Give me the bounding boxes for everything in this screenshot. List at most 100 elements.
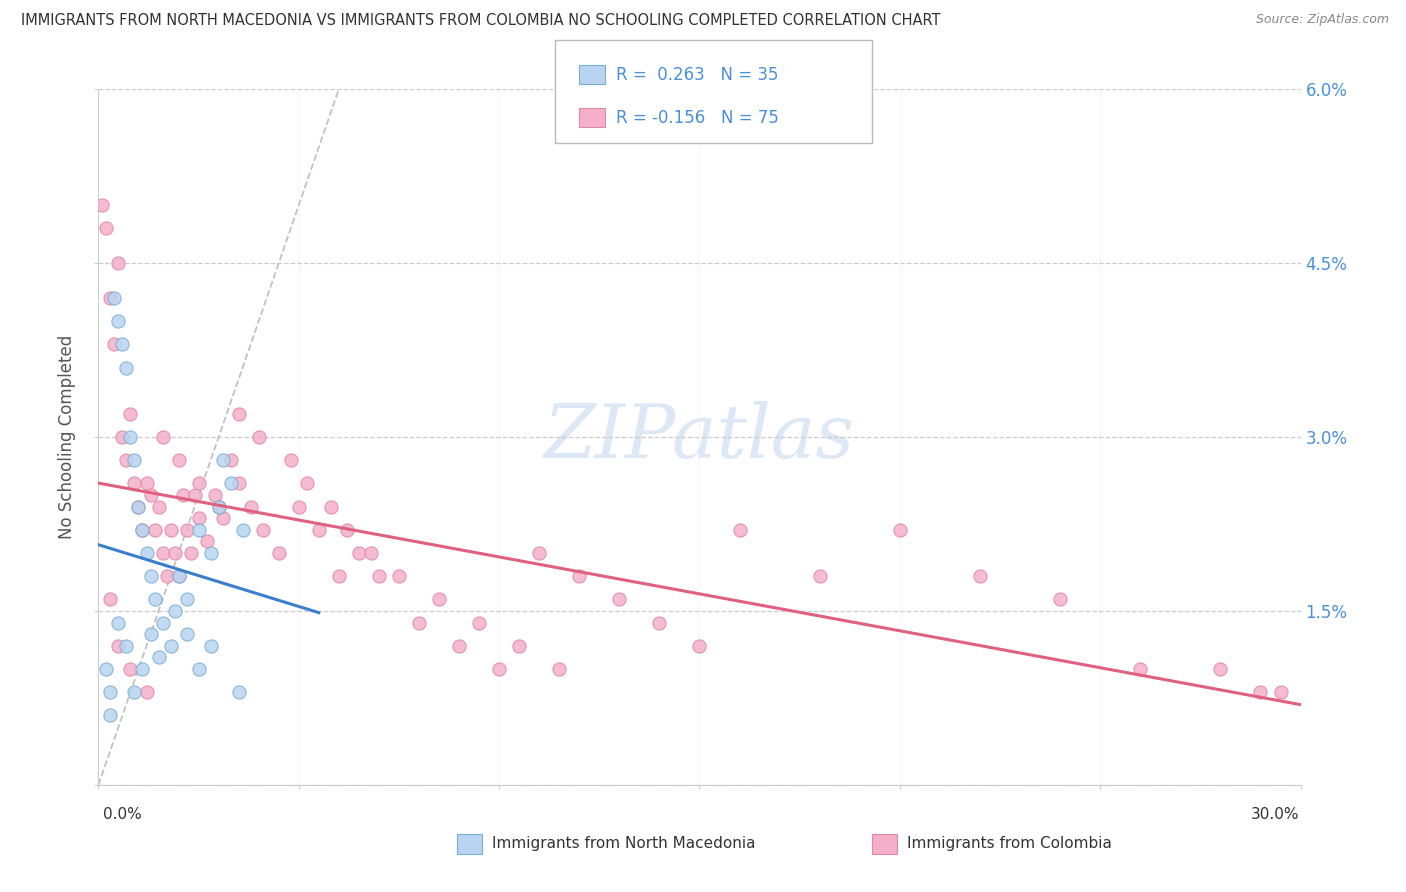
Point	[328, 569, 350, 583]
Point	[107, 615, 129, 630]
Point	[107, 314, 129, 328]
Text: Source: ZipAtlas.com: Source: ZipAtlas.com	[1256, 13, 1389, 27]
Point	[228, 685, 250, 699]
Point	[308, 523, 330, 537]
Point	[427, 592, 450, 607]
Point	[360, 546, 382, 560]
Point	[889, 523, 911, 537]
Point	[728, 523, 751, 537]
Point	[388, 569, 411, 583]
Point	[187, 523, 209, 537]
Point	[208, 500, 231, 514]
Point	[172, 488, 194, 502]
Point	[347, 546, 370, 560]
Point	[488, 662, 510, 676]
Point	[689, 639, 711, 653]
Point	[124, 685, 146, 699]
Point	[167, 453, 190, 467]
Text: ZIPatlas: ZIPatlas	[544, 401, 855, 474]
Text: Immigrants from Colombia: Immigrants from Colombia	[907, 837, 1112, 851]
Point	[211, 453, 233, 467]
Point	[200, 546, 222, 560]
Point	[148, 500, 170, 514]
Point	[103, 291, 125, 305]
Point	[1049, 592, 1071, 607]
Point	[319, 500, 342, 514]
Point	[120, 407, 142, 421]
Point	[187, 662, 209, 676]
Point	[159, 639, 181, 653]
Point	[96, 662, 118, 676]
Point	[143, 592, 166, 607]
Point	[115, 453, 138, 467]
Point	[368, 569, 391, 583]
Point	[103, 337, 125, 351]
Point	[200, 639, 222, 653]
Point	[336, 523, 359, 537]
Point	[115, 639, 138, 653]
Point	[609, 592, 631, 607]
Point	[96, 221, 118, 235]
Point	[131, 523, 153, 537]
Point	[228, 407, 250, 421]
Point	[187, 511, 209, 525]
Point	[1270, 685, 1292, 699]
Point	[969, 569, 991, 583]
Point	[135, 685, 157, 699]
Point	[107, 256, 129, 270]
Point	[447, 639, 470, 653]
Point	[508, 639, 530, 653]
Point	[408, 615, 430, 630]
Point	[131, 523, 153, 537]
Point	[252, 523, 274, 537]
Point	[280, 453, 302, 467]
Point	[100, 685, 122, 699]
Point	[152, 430, 174, 444]
Point	[808, 569, 831, 583]
Point	[152, 615, 174, 630]
Point	[176, 627, 198, 641]
Point	[211, 511, 233, 525]
Point	[107, 639, 129, 653]
Text: R =  0.263   N = 35: R = 0.263 N = 35	[616, 66, 779, 84]
Point	[139, 488, 162, 502]
Point	[139, 569, 162, 583]
Point	[131, 662, 153, 676]
Point	[135, 476, 157, 491]
Text: Immigrants from North Macedonia: Immigrants from North Macedonia	[492, 837, 755, 851]
Point	[267, 546, 290, 560]
Point	[163, 546, 186, 560]
Point	[1209, 662, 1232, 676]
Y-axis label: No Schooling Completed: No Schooling Completed	[58, 335, 76, 539]
Point	[124, 453, 146, 467]
Point	[159, 523, 181, 537]
Point	[100, 592, 122, 607]
Point	[468, 615, 491, 630]
Point	[152, 546, 174, 560]
Point	[120, 662, 142, 676]
Point	[115, 360, 138, 375]
Point	[167, 569, 190, 583]
Point	[91, 198, 114, 212]
Point	[155, 569, 177, 583]
Point	[295, 476, 318, 491]
Point	[228, 476, 250, 491]
Point	[148, 650, 170, 665]
Point	[232, 523, 254, 537]
Point	[100, 291, 122, 305]
Point	[187, 476, 209, 491]
Point	[183, 488, 205, 502]
Point	[139, 627, 162, 641]
Point	[204, 488, 226, 502]
Point	[1129, 662, 1152, 676]
Point	[120, 430, 142, 444]
Point	[100, 708, 122, 723]
Point	[219, 476, 242, 491]
Point	[195, 534, 218, 549]
Point	[247, 430, 270, 444]
Point	[568, 569, 591, 583]
Point	[128, 500, 150, 514]
Text: IMMIGRANTS FROM NORTH MACEDONIA VS IMMIGRANTS FROM COLOMBIA NO SCHOOLING COMPLET: IMMIGRANTS FROM NORTH MACEDONIA VS IMMIG…	[21, 13, 941, 29]
Point	[167, 569, 190, 583]
Text: 30.0%: 30.0%	[1251, 807, 1299, 822]
